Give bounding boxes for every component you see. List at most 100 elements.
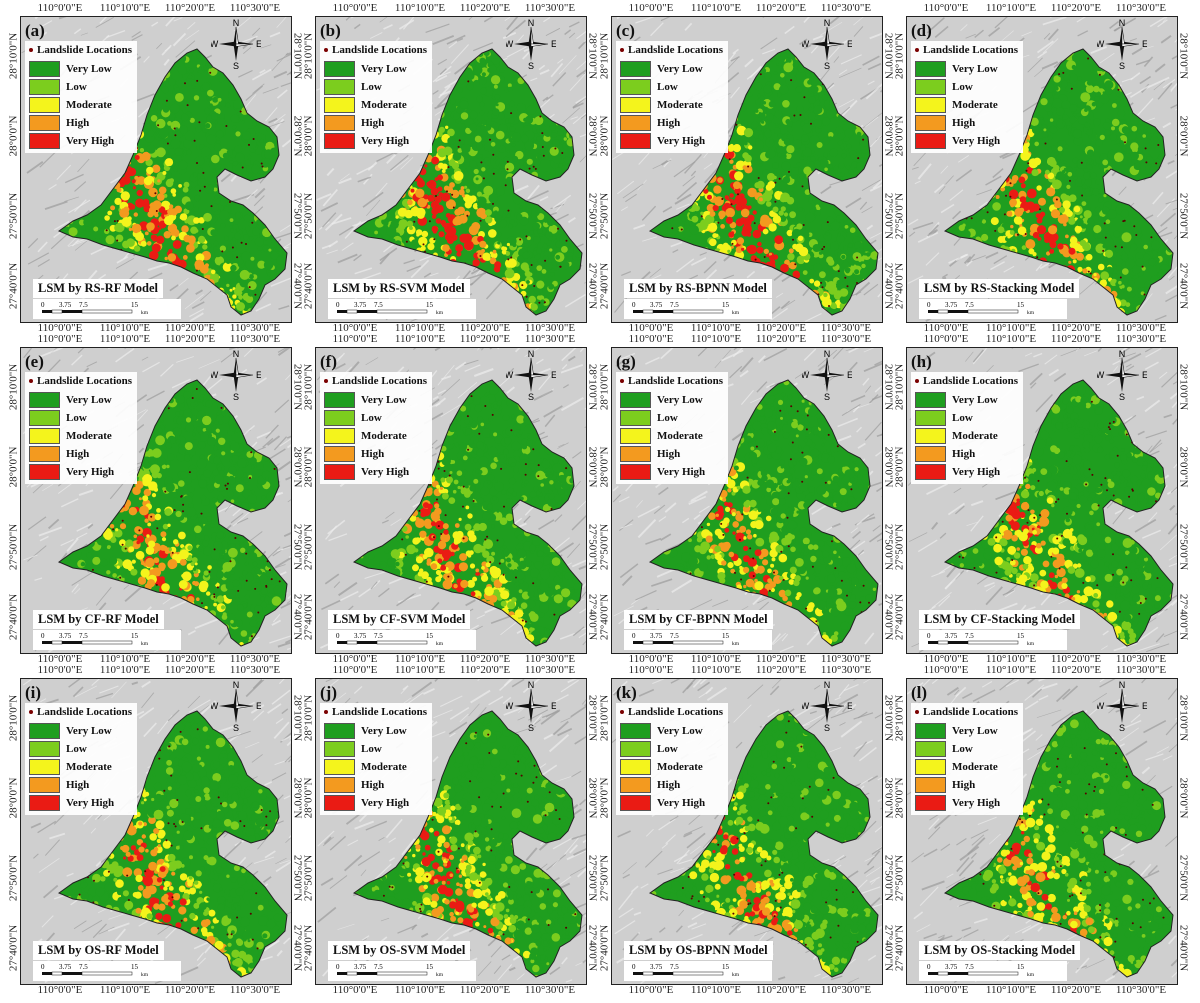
legend-class-label: Moderate: [66, 761, 112, 773]
svg-text:3.75: 3.75: [354, 301, 367, 309]
svg-text:3.75: 3.75: [59, 301, 72, 309]
latitude-label-right: 28°0'0"N: [292, 447, 304, 488]
map-panel-8: (h) Landslide Locations Very Low Low Moder…: [893, 333, 1190, 665]
legend-swatch: [29, 410, 60, 426]
latitude-label-right: 27°50'0"N: [1178, 855, 1190, 901]
legend-class-label: Very High: [361, 135, 409, 147]
latitude-label-right: 27°40'0"N: [292, 263, 304, 309]
longitude-label-top: 110°20'0"E: [1051, 3, 1101, 14]
longitude-label-top: 110°0'0"E: [629, 334, 674, 345]
longitude-label-top: 110°30'0"E: [525, 334, 575, 345]
latitude-label-left: 27°50'0"N: [303, 524, 315, 570]
latitude-label-left: 28°10'0"N: [599, 364, 611, 410]
latitude-label-right: 28°10'0"N: [883, 364, 895, 410]
longitude-label-top: 110°30'0"E: [821, 334, 871, 345]
map-panel-3: (c) Landslide Locations Very Low Low Moder…: [598, 2, 895, 334]
svg-text:15: 15: [131, 301, 139, 309]
compass-e: E: [551, 370, 556, 380]
landslide-point-icon: [29, 48, 33, 52]
north-arrow-icon: N S E W: [505, 18, 557, 71]
legend-class-label: Very Low: [361, 725, 407, 737]
legend-class-label: Low: [657, 412, 678, 424]
legend-row: Moderate: [324, 427, 427, 445]
legend-class-label: Moderate: [657, 430, 703, 442]
legend-class-label: Very High: [361, 797, 409, 809]
model-title: LSM by OS-Stacking Model: [919, 941, 1081, 960]
model-title: LSM by OS-RF Model: [33, 941, 164, 960]
panel-label: (g): [616, 352, 636, 372]
latitude-label-left: 28°10'0"N: [894, 695, 906, 741]
legend-points-entry: Landslide Locations: [915, 375, 1018, 387]
legend-class-label: Moderate: [361, 761, 407, 773]
longitude-label-top: 110°20'0"E: [165, 3, 215, 14]
legend-row: Very High: [915, 794, 1018, 812]
legend-class-label: High: [361, 448, 384, 460]
legend-swatch: [324, 446, 355, 462]
susceptibility-map: [316, 679, 586, 984]
legend: Landslide Locations Very Low Low Moderate H…: [25, 41, 138, 153]
compass-w: W: [1097, 39, 1105, 49]
legend-swatch: [620, 464, 651, 480]
legend-class-label: High: [66, 779, 89, 791]
longitude-label-top: 110°10'0"E: [986, 334, 1036, 345]
latitude-label-right: 27°50'0"N: [292, 855, 304, 901]
longitude-label-bottom: 110°20'0"E: [1051, 323, 1101, 334]
longitude-label-bottom: 110°20'0"E: [756, 985, 806, 996]
legend-class-label: Moderate: [657, 99, 703, 111]
north-arrow-icon: N S E W: [210, 18, 262, 71]
legend-class-label: Low: [952, 412, 973, 424]
latitude-label-right: 27°50'0"N: [587, 855, 599, 901]
legend-class-label: Very High: [657, 797, 705, 809]
longitude-label-top: 110°20'0"E: [165, 334, 215, 345]
latitude-label-right: 28°10'0"N: [1178, 364, 1190, 410]
legend-points-label: Landslide Locations: [923, 706, 1018, 718]
compass-s: S: [233, 392, 239, 400]
latitude-label-left: 28°0'0"N: [303, 116, 315, 157]
scale-bar: 0 3.75 7.5 15 km: [33, 630, 181, 650]
legend-swatch: [915, 741, 946, 757]
legend-swatch: [324, 61, 355, 77]
longitude-label-top: 110°10'0"E: [395, 3, 445, 14]
longitude-label-top: 110°30'0"E: [230, 665, 280, 676]
legend-swatch: [29, 115, 60, 131]
latitude-label-left: 27°40'0"N: [599, 594, 611, 640]
legend-row: High: [29, 776, 132, 794]
legend-swatch: [29, 428, 60, 444]
latitude-label-left: 27°40'0"N: [303, 594, 315, 640]
legend-swatch: [324, 777, 355, 793]
latitude-label-left: 28°10'0"N: [8, 364, 20, 410]
legend-swatch: [324, 428, 355, 444]
legend-row: Very High: [620, 132, 723, 150]
longitude-label-bottom: 110°20'0"E: [165, 985, 215, 996]
longitude-label-top: 110°30'0"E: [230, 334, 280, 345]
compass-s: S: [1119, 392, 1125, 400]
legend-row: High: [620, 776, 723, 794]
legend-class-label: Very Low: [66, 63, 112, 75]
legend-row: Very High: [620, 794, 723, 812]
legend-swatch: [29, 795, 60, 811]
legend-swatch: [915, 428, 946, 444]
longitude-label-bottom: 110°20'0"E: [460, 654, 510, 665]
map-panel-9: (i) Landslide Locations Very Low Low Moder…: [7, 664, 304, 996]
svg-text:0: 0: [41, 301, 45, 309]
legend-class-label: Very High: [657, 135, 705, 147]
latitude-label-left: 28°0'0"N: [599, 116, 611, 157]
model-title: LSM by RS-BPNN Model: [624, 279, 772, 298]
longitude-label-bottom: 110°30'0"E: [821, 985, 871, 996]
longitude-label-bottom: 110°10'0"E: [100, 985, 150, 996]
legend-row: Low: [29, 409, 132, 427]
legend-class-label: Moderate: [657, 761, 703, 773]
latitude-label-right: 28°10'0"N: [883, 695, 895, 741]
compass-n: N: [824, 19, 831, 28]
longitude-label-bottom: 110°20'0"E: [756, 654, 806, 665]
legend-swatch: [324, 759, 355, 775]
longitude-label-top: 110°10'0"E: [100, 665, 150, 676]
longitude-label-bottom: 110°10'0"E: [395, 323, 445, 334]
model-title: LSM by RS-RF Model: [33, 279, 164, 298]
legend-swatch: [620, 97, 651, 113]
longitude-label-top: 110°30'0"E: [1116, 665, 1166, 676]
legend-class-label: Moderate: [952, 761, 998, 773]
longitude-label-top: 110°20'0"E: [756, 665, 806, 676]
legend: Landslide Locations Very Low Low Moderate H…: [320, 41, 433, 153]
